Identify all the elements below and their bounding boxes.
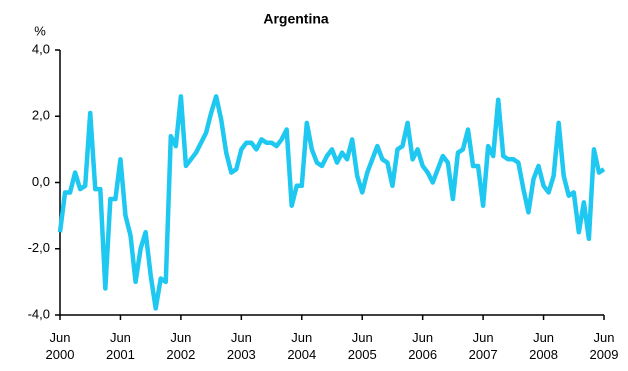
x-tick-label: Jun 2001 bbox=[106, 330, 135, 362]
y-tick-label: -4,0 bbox=[28, 306, 50, 321]
x-tick-label: Jun 2009 bbox=[590, 330, 619, 362]
y-tick-label: -2,0 bbox=[28, 240, 50, 255]
y-axis-label: % bbox=[34, 23, 46, 38]
x-tick-label: Jun 2004 bbox=[287, 330, 316, 362]
x-tick-label: Jun 2007 bbox=[469, 330, 498, 362]
y-tick-label: 2,0 bbox=[32, 108, 50, 123]
y-tick-label: 0,0 bbox=[32, 174, 50, 189]
data-line bbox=[57, 94, 606, 311]
x-tick-label: Jun 2005 bbox=[348, 330, 377, 362]
x-tick-label: Jun 2002 bbox=[166, 330, 195, 362]
x-tick-label: Jun 2006 bbox=[408, 330, 437, 362]
x-tick-label: Jun 2003 bbox=[227, 330, 256, 362]
chart-title: Argentina bbox=[263, 11, 329, 27]
x-tick-label: Jun 2000 bbox=[46, 330, 75, 362]
x-tick-label: Jun 2008 bbox=[529, 330, 558, 362]
y-tick-label: 4,0 bbox=[32, 41, 50, 56]
